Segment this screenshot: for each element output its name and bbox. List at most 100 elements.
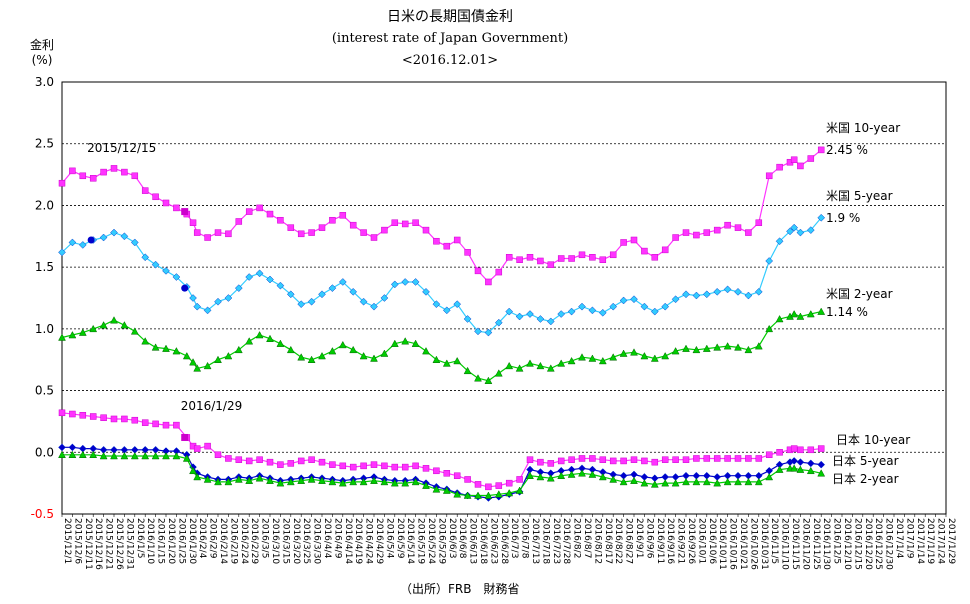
data-point <box>775 314 784 323</box>
series-label: 米国 2-year <box>826 287 893 301</box>
data-point <box>189 219 197 226</box>
data-point <box>463 366 472 375</box>
data-point <box>100 168 107 176</box>
data-point <box>650 307 659 316</box>
x-tick-label: 2016/6/23 <box>488 518 498 564</box>
data-point <box>349 221 357 229</box>
data-point <box>245 337 254 345</box>
data-point <box>245 208 253 215</box>
data-point <box>578 302 586 311</box>
data-point <box>599 256 607 263</box>
x-tick-label: 2016/2/9 <box>208 518 218 559</box>
data-point <box>589 254 596 261</box>
data-point <box>578 251 586 259</box>
data-point <box>776 163 783 171</box>
data-point <box>162 199 170 207</box>
data-point <box>442 359 451 367</box>
data-point <box>360 229 367 236</box>
x-tick-label: 2015/12/1 <box>62 518 72 564</box>
x-tick-label: 2016/5/14 <box>405 518 415 564</box>
data-point <box>349 287 358 296</box>
x-tick-label: 2016/12/15 <box>852 518 862 570</box>
data-point <box>692 477 701 486</box>
x-tick-label: 2015/12/11 <box>83 518 93 570</box>
chart-title: 日米の長期国債金利 <box>387 9 513 25</box>
data-point <box>162 451 170 460</box>
data-point <box>703 229 711 236</box>
series-3 <box>58 409 825 491</box>
data-point <box>110 316 118 324</box>
data-point <box>536 472 545 481</box>
data-point <box>338 278 347 286</box>
series-value-label: 2.45 % <box>826 143 868 157</box>
data-point <box>328 347 337 355</box>
data-point <box>189 294 197 302</box>
data-point <box>204 442 211 450</box>
x-tick-label: 2016/6/13 <box>468 518 478 564</box>
data-point <box>495 482 503 489</box>
data-point <box>276 479 285 487</box>
data-point <box>193 229 201 236</box>
data-point <box>806 466 815 475</box>
data-point <box>256 204 263 212</box>
x-tick-label: 2016/9/16 <box>665 518 675 564</box>
data-point <box>641 247 648 255</box>
data-point <box>755 455 763 462</box>
data-point <box>78 241 87 249</box>
data-point <box>78 450 87 459</box>
data-point <box>380 294 389 302</box>
x-tick-label: 2016/11/25 <box>811 518 821 570</box>
data-point <box>130 327 139 335</box>
data-point <box>89 413 97 420</box>
data-point <box>723 285 732 294</box>
data-point <box>99 451 108 460</box>
data-point <box>182 454 191 462</box>
data-point <box>277 461 284 468</box>
data-point <box>661 246 669 254</box>
data-point <box>515 312 524 321</box>
data-point <box>443 470 451 477</box>
data-point <box>214 355 222 363</box>
data-point <box>619 477 628 486</box>
data-point <box>598 356 607 365</box>
data-point <box>474 481 482 488</box>
data-point <box>225 230 232 238</box>
data-point <box>557 457 565 465</box>
data-point <box>790 464 799 472</box>
data-point <box>359 477 368 486</box>
data-point <box>193 364 202 372</box>
data-point <box>203 361 212 370</box>
x-tick-label: 2015/12/21 <box>104 518 114 570</box>
data-point <box>99 321 108 329</box>
data-point <box>786 227 794 236</box>
data-point <box>58 450 66 459</box>
x-tick-label: 2017/1/29 <box>946 518 956 564</box>
data-point <box>661 456 669 463</box>
data-point <box>225 455 232 462</box>
data-point <box>790 445 798 452</box>
data-point <box>286 477 295 486</box>
data-point <box>339 462 347 470</box>
data-point <box>609 302 618 311</box>
data-point <box>546 474 555 482</box>
data-point <box>495 268 503 276</box>
data-point <box>609 457 617 465</box>
data-point <box>661 351 670 360</box>
y-axis-unit: 金利 (%) <box>30 38 54 68</box>
data-point <box>162 421 170 429</box>
data-point <box>703 455 711 462</box>
data-point <box>141 337 150 345</box>
x-tick-label: 2016/9/6 <box>644 518 654 559</box>
series-value-label: 1.9 % <box>826 211 860 225</box>
data-point <box>89 450 98 459</box>
series-5 <box>58 450 826 499</box>
x-tick-label: 2016/8/7 <box>582 518 592 558</box>
y-axis-unit-percent: (%) <box>31 53 53 67</box>
data-point <box>494 318 503 327</box>
data-point <box>359 351 368 360</box>
x-tick-label: 2016/6/8 <box>457 518 467 559</box>
data-point <box>390 479 399 487</box>
data-point <box>671 295 680 304</box>
data-point <box>765 172 773 180</box>
data-point <box>620 239 627 246</box>
